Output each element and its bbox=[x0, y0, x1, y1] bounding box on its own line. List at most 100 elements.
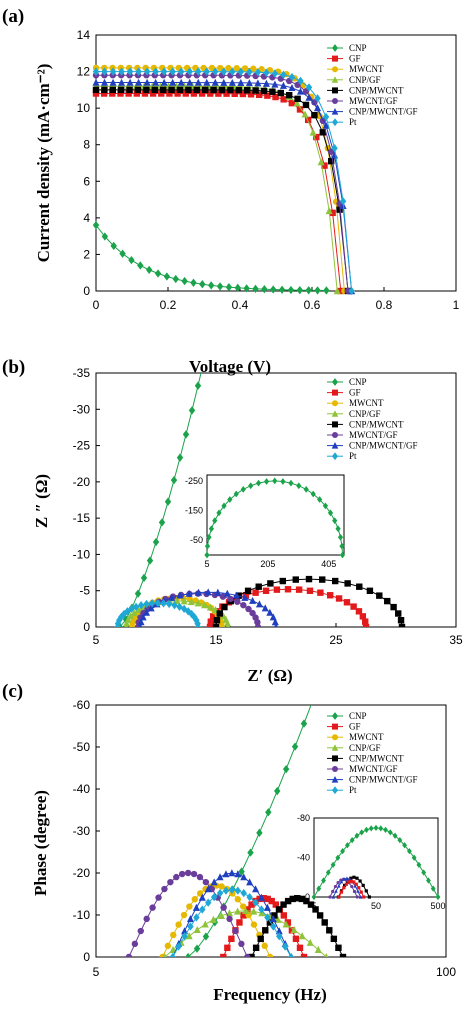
panel-c-point-pt bbox=[181, 932, 188, 941]
panel-b-point-cnp-mwcnt-gf bbox=[147, 604, 155, 612]
panel-c-point-cnp-mwcnt bbox=[321, 919, 328, 926]
panel-b-legend-marker bbox=[332, 432, 338, 438]
panel-c-inset-point-cnp bbox=[416, 861, 422, 868]
panel-b-point-gf bbox=[209, 613, 217, 620]
panel-a-point-cnp-mwcnt bbox=[92, 86, 100, 94]
panel-b-point-gf bbox=[295, 586, 303, 593]
panel-b-point-gf bbox=[242, 592, 250, 599]
panel-a-point-pt bbox=[220, 67, 227, 76]
panel-b-point-pt bbox=[165, 599, 173, 609]
panel-b-point-cnp-mwcnt-gf bbox=[185, 589, 193, 597]
panel-a-point-gf bbox=[247, 91, 255, 98]
panel-b-point-cnp bbox=[194, 381, 202, 390]
panel-b-point-cnp-mwcnt-gf bbox=[204, 588, 212, 596]
panel-a-xtick-label: 0.4 bbox=[232, 298, 249, 312]
panel-b-point-cnp-gf bbox=[122, 619, 131, 627]
panel-c-point-cnp-mwcnt-gf bbox=[263, 903, 271, 911]
panel-b-inset-xtick: 205 bbox=[260, 559, 275, 569]
panel-c-point-pt bbox=[205, 898, 212, 907]
panel-c-point-cnp-mwcnt bbox=[316, 912, 324, 919]
panel-a-xtick-label: 0.6 bbox=[304, 298, 321, 312]
panel-b-point-pt bbox=[143, 599, 150, 609]
panel-c-point-cnp-gf bbox=[185, 932, 193, 940]
panel-c-legend-cnp: CNP bbox=[349, 711, 367, 721]
panel-a-line-mwcnt-gf bbox=[96, 74, 349, 292]
panel-a-point-pt bbox=[297, 76, 304, 86]
panel-a-point-pt bbox=[178, 67, 185, 76]
panel-b-inset-point-cnp bbox=[204, 551, 210, 559]
panel-b-legend-marker bbox=[332, 421, 338, 428]
panel-b-legend-cnp-mwcnt-gf: CNP/MWCNT/GF bbox=[349, 441, 418, 451]
panel-a-point-cnp-mwcnt-gf bbox=[92, 78, 100, 86]
panel-c-inset-point-mwcnt-gf bbox=[352, 889, 357, 894]
panel-a-point-cnp-mwcnt bbox=[101, 86, 108, 94]
panel-a-point-cnp bbox=[323, 286, 330, 295]
panel-a-ytick-label: 2 bbox=[83, 247, 90, 261]
panel-a-xtick-label: 0 bbox=[93, 298, 100, 312]
panel-a-point-gf bbox=[313, 133, 320, 141]
panel-c-point-mwcnt bbox=[175, 921, 182, 928]
panel-c-point-cnp bbox=[282, 764, 290, 774]
panel-c-point-cnp-gf bbox=[306, 938, 314, 946]
panel-b-inset-point-cnp bbox=[303, 486, 309, 493]
panel-c-point-cnp-mwcnt-gf bbox=[257, 893, 266, 901]
panel-c-point-cnp-gf bbox=[282, 920, 290, 928]
panel-a-point-mwcnt bbox=[217, 64, 224, 72]
panel-a-point-mwcnt bbox=[241, 65, 249, 72]
panel-c-inset-point-mwcnt-gf bbox=[336, 881, 340, 885]
panel-c-point-pt bbox=[175, 942, 182, 951]
panel-a-point-mwcnt-gf bbox=[311, 99, 318, 106]
panel-c-point-cnp bbox=[300, 719, 308, 728]
panel-c-point-mwcnt-gf bbox=[149, 904, 156, 911]
panel-a-point-cnp-mwcnt bbox=[302, 101, 310, 109]
panel-c-point-gf bbox=[224, 944, 231, 952]
panel-a-point-gf bbox=[280, 96, 287, 103]
panel-b-legend-cnp: CNP bbox=[349, 377, 367, 387]
panel-c-point-mwcnt-gf bbox=[125, 953, 133, 957]
panel-a-point-pt bbox=[152, 67, 159, 76]
panel-c-inset-point-cnp bbox=[354, 832, 360, 839]
panel-b-plot: 5 15 25 350-5-10-15-20-25-30-35CNPGFMWCNTCN… bbox=[73, 366, 463, 647]
panel-a-point-pt bbox=[331, 144, 338, 153]
panel-a-point-gf bbox=[215, 90, 222, 97]
panel-a-point-cnp bbox=[154, 269, 162, 278]
panel-b-inset-point-cnp bbox=[248, 482, 254, 490]
panel-a-point-pt bbox=[160, 67, 168, 76]
panel-c-legend-marker bbox=[332, 723, 338, 730]
panel-c-point-pt bbox=[252, 898, 259, 907]
panel-a-point-gf bbox=[100, 90, 108, 97]
panel-b-point-cnp-mwcnt-gf bbox=[195, 588, 203, 596]
panel-a-point-gf bbox=[109, 90, 116, 97]
panel-b-point-cnp-mwcnt bbox=[376, 592, 383, 599]
panel-a-legend-cnp-gf: CNP/GF bbox=[349, 75, 381, 85]
panel-c-point-pt bbox=[199, 905, 206, 914]
panel-c-point-cnp-gf bbox=[242, 906, 250, 914]
panel-c-point-pt bbox=[216, 888, 224, 898]
panel-b-point-mwcnt-gf bbox=[245, 605, 252, 613]
panel-b-ytick-label: -30 bbox=[73, 402, 91, 416]
panel-b-xtick-label: 35 bbox=[449, 633, 463, 647]
panel-a-point-cnp-gf bbox=[309, 128, 317, 136]
panel-b-point-cnp-mwcnt-gf bbox=[223, 589, 231, 597]
panel-a-point-cnp bbox=[278, 285, 286, 294]
panel-c-inset-point-cnp bbox=[387, 829, 393, 836]
panel-c-point-mwcnt-gf bbox=[131, 940, 139, 948]
panel-a-point-cnp bbox=[181, 276, 188, 286]
panel-a-plot: 0 0.2 0.4 0.6 0.8 102468101214CNPGFMWCNTCNP/G… bbox=[77, 28, 460, 312]
panel-c-inset-point-cnp-mwcnt-gf bbox=[345, 876, 349, 880]
panel-a-point-gf bbox=[198, 90, 206, 97]
panel-a-point-cnp bbox=[101, 232, 109, 241]
panel-c-point-mwcnt bbox=[180, 911, 188, 919]
panel-c-ytick-label: 0 bbox=[83, 950, 90, 964]
panel-a-point-cnp-mwcnt bbox=[260, 87, 268, 95]
panel-a-point-pt bbox=[203, 67, 210, 76]
panel-a-point-cnp-mwcnt-gf bbox=[152, 78, 160, 86]
panel-a-point-gf bbox=[174, 90, 181, 97]
panel-c-point-cnp-mwcnt-gf bbox=[252, 885, 260, 893]
panel-b-point-gf bbox=[326, 592, 334, 599]
panel-a-line-mwcnt bbox=[96, 67, 345, 292]
panel-a-point-cnp bbox=[305, 286, 312, 295]
panel-b-point-cnp-mwcnt bbox=[212, 623, 220, 627]
panel-a-point-mwcnt bbox=[208, 64, 216, 72]
panel-b-point-cnp bbox=[182, 430, 190, 439]
